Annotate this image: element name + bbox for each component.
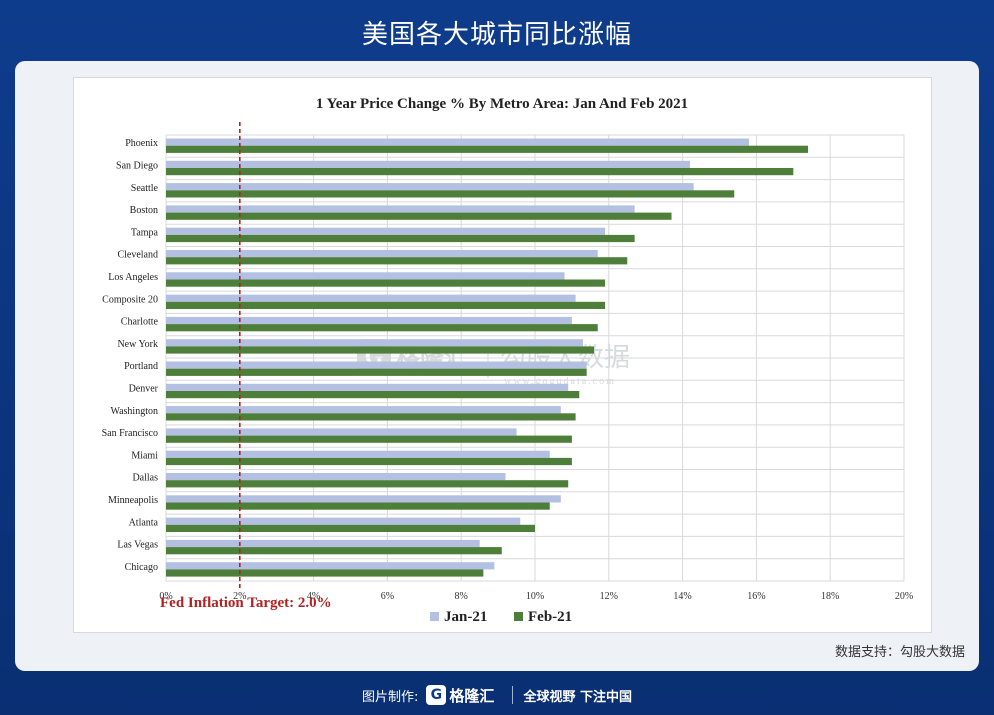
data-source: 数据支持：勾股大数据 [834, 645, 965, 660]
bar-jan-21 [166, 450, 550, 458]
y-category-label: Cleveland [117, 250, 158, 261]
logo-icon: G [426, 685, 447, 705]
bar-feb-21 [166, 480, 569, 488]
bar-jan-21 [166, 316, 572, 325]
x-tick-label: 2% [233, 591, 246, 602]
bar-jan-21 [166, 250, 598, 258]
y-category-label: Phoenix [125, 138, 158, 149]
x-tick-label: 8% [455, 591, 468, 602]
y-category-label: Charlotte [121, 317, 159, 328]
bar-feb-21 [166, 569, 484, 577]
bar-feb-21 [166, 435, 572, 443]
bar-chart: 1 Year Price Change % By Metro Area: Jan… [102, 96, 914, 625]
legend-label-feb: Feb-21 [528, 609, 572, 625]
brand-logo: G 格隆汇 [426, 685, 494, 706]
watermark-url: www.gogudata.com [504, 376, 616, 387]
bar-feb-21 [166, 279, 606, 287]
x-tick-label: 12% [600, 591, 618, 602]
y-category-label: Composite 20 [102, 294, 158, 305]
x-tick-label: 16% [747, 591, 765, 602]
y-category-label: San Diego [116, 161, 158, 172]
bar-jan-21 [166, 383, 569, 391]
footer-divider [512, 686, 514, 704]
bar-jan-21 [166, 160, 690, 168]
y-category-label: New York [117, 339, 158, 350]
y-category-label: Chicago [125, 562, 158, 573]
y-category-label: Dallas [132, 473, 158, 484]
x-tick-label: 10% [526, 591, 544, 602]
bar-jan-21 [166, 138, 750, 146]
bar-jan-21 [166, 495, 561, 503]
bar-jan-21 [166, 183, 694, 191]
x-tick-label: 6% [381, 591, 394, 602]
footer: 图片制作: G 格隆汇 全球视野 下注中国 [0, 680, 994, 710]
x-tick-label: 0% [159, 591, 172, 602]
logo-text: 格隆汇 [449, 686, 495, 705]
bar-feb-21 [166, 457, 572, 466]
bar-jan-21 [166, 227, 606, 235]
bar-jan-21 [166, 406, 561, 414]
y-category-label: Boston [130, 205, 158, 216]
bar-feb-21 [166, 324, 598, 332]
x-tick-label: 14% [673, 591, 691, 602]
legend-label-jan: Jan-21 [444, 609, 487, 625]
bar-feb-21 [166, 502, 550, 510]
y-category-label: Miami [131, 450, 158, 461]
y-category-label: Los Angeles [108, 272, 158, 283]
bar-jan-21 [166, 294, 576, 302]
bar-feb-21 [166, 524, 535, 532]
bar-jan-21 [166, 272, 565, 280]
bar-jan-21 [166, 361, 587, 369]
y-category-label: Seattle [131, 183, 159, 194]
bar-jan-21 [166, 339, 583, 347]
bar-feb-21 [166, 234, 635, 243]
bar-feb-21 [166, 190, 735, 198]
y-category-label: Tampa [131, 227, 159, 238]
bar-feb-21 [166, 413, 576, 421]
slogan: 全球视野 下注中国 [523, 689, 632, 705]
chart-frame: 1 Year Price Change % By Metro Area: Jan… [73, 77, 932, 633]
y-category-label: Portland [124, 361, 158, 372]
bar-feb-21 [166, 212, 672, 220]
bar-feb-21 [166, 346, 595, 354]
bar-jan-21 [166, 562, 495, 570]
x-tick-label: 4% [307, 591, 320, 602]
fed-target-label: Fed Inflation Target: 2.0% [160, 595, 332, 611]
made-by-label: 图片制作: [362, 689, 419, 705]
y-category-label: Washington [110, 406, 158, 417]
bar-feb-21 [166, 257, 628, 265]
bar-feb-21 [166, 168, 794, 176]
bar-jan-21 [166, 428, 517, 436]
page-title: 美国各大城市同比涨幅 [361, 20, 632, 50]
y-category-label: Las Vegas [117, 540, 158, 551]
y-category-label: San Francisco [102, 428, 158, 439]
bar-feb-21 [166, 368, 587, 376]
x-tick-label: 20% [895, 591, 913, 602]
bar-feb-21 [166, 301, 606, 309]
chart-title: 1 Year Price Change % By Metro Area: Jan… [316, 96, 688, 112]
x-tick-label: 18% [821, 591, 839, 602]
bar-jan-21 [166, 205, 635, 213]
bar-jan-21 [166, 539, 480, 548]
bar-feb-21 [166, 547, 502, 555]
y-category-label: Minneapolis [108, 495, 158, 506]
content-card: 1 Year Price Change % By Metro Area: Jan… [15, 61, 979, 671]
legend-swatch-feb [514, 612, 523, 621]
bar-feb-21 [166, 391, 580, 399]
bar-feb-21 [166, 145, 809, 153]
legend-swatch-jan [430, 612, 439, 621]
y-category-label: Denver [129, 384, 159, 395]
bar-jan-21 [166, 517, 521, 525]
y-category-label: Atlanta [129, 517, 159, 528]
bar-jan-21 [166, 473, 506, 481]
